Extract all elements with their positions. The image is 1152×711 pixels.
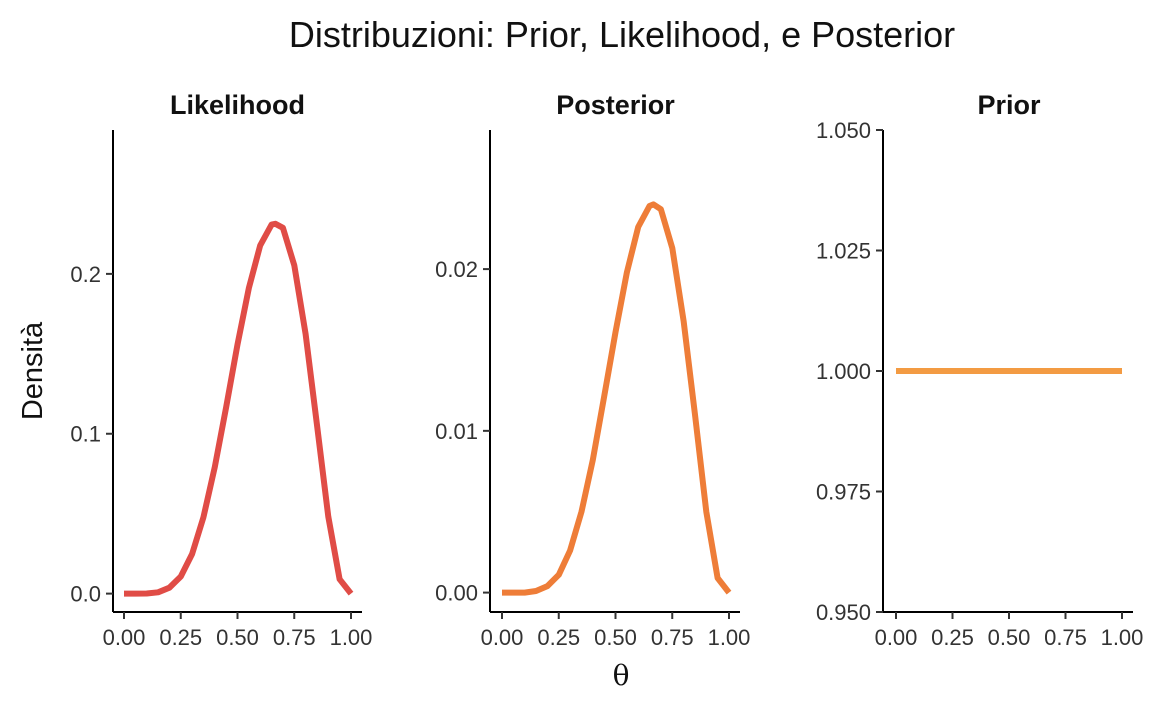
x-tick-label: 0.00 — [875, 625, 918, 650]
y-tick-label: 0.1 — [70, 422, 101, 447]
series-line-likelihood — [124, 220, 354, 597]
x-tick-label: 0.50 — [216, 625, 259, 650]
y-tick-label: 0.01 — [435, 419, 478, 444]
x-tick-label: 1.00 — [708, 625, 751, 650]
x-axis-label: θ — [613, 659, 630, 692]
x-tick-label: 1.00 — [330, 625, 373, 650]
x-tick-label: 1.00 — [1101, 625, 1144, 650]
panel-title: Prior — [977, 90, 1041, 120]
x-tick-label: 0.00 — [103, 625, 146, 650]
panel-prior: Prior 0.00 0.25 0.50 0.75 1.00 0.950 0.975 1.000… — [816, 90, 1143, 650]
facet-panels: Likelihood 0.00 0.25 0.50 0.75 1.00 0.0 0.1 0.2 P… — [70, 90, 1143, 650]
panel-posterior: Posterior 0.00 0.25 0.50 0.75 1.00 0.00 0.01 0.0… — [435, 90, 750, 650]
y-tick-label: 0.2 — [70, 262, 101, 287]
y-tick-label: 1.000 — [816, 359, 871, 384]
y-tick-label: 0.0 — [70, 582, 101, 607]
y-axis-label: Densità — [17, 321, 49, 420]
panel-likelihood: Likelihood 0.00 0.25 0.50 0.75 1.00 0.0 0.1 0.2 — [70, 90, 372, 650]
x-tick-label: 0.25 — [159, 625, 202, 650]
y-tick-label: 0.975 — [816, 480, 871, 505]
x-tick-label: 0.75 — [1044, 625, 1087, 650]
chart-title: Distribuzioni: Prior, Likelihood, e Post… — [289, 14, 955, 55]
y-tick-label: 0.02 — [435, 257, 478, 282]
x-tick-label: 0.25 — [537, 625, 580, 650]
x-tick-label: 0.75 — [273, 625, 316, 650]
x-tick-label: 0.25 — [931, 625, 974, 650]
y-tick-label: 0.950 — [816, 600, 871, 625]
panel-title: Likelihood — [170, 90, 305, 120]
x-tick-label: 0.00 — [481, 625, 524, 650]
x-tick-label: 0.50 — [988, 625, 1031, 650]
y-tick-label: 0.00 — [435, 581, 478, 606]
x-tick-label: 0.50 — [594, 625, 637, 650]
x-tick-label: 0.75 — [651, 625, 694, 650]
panel-title: Posterior — [556, 90, 675, 120]
series-line-posterior — [502, 201, 732, 596]
y-tick-label: 1.050 — [816, 118, 871, 143]
y-tick-label: 1.025 — [816, 239, 871, 264]
